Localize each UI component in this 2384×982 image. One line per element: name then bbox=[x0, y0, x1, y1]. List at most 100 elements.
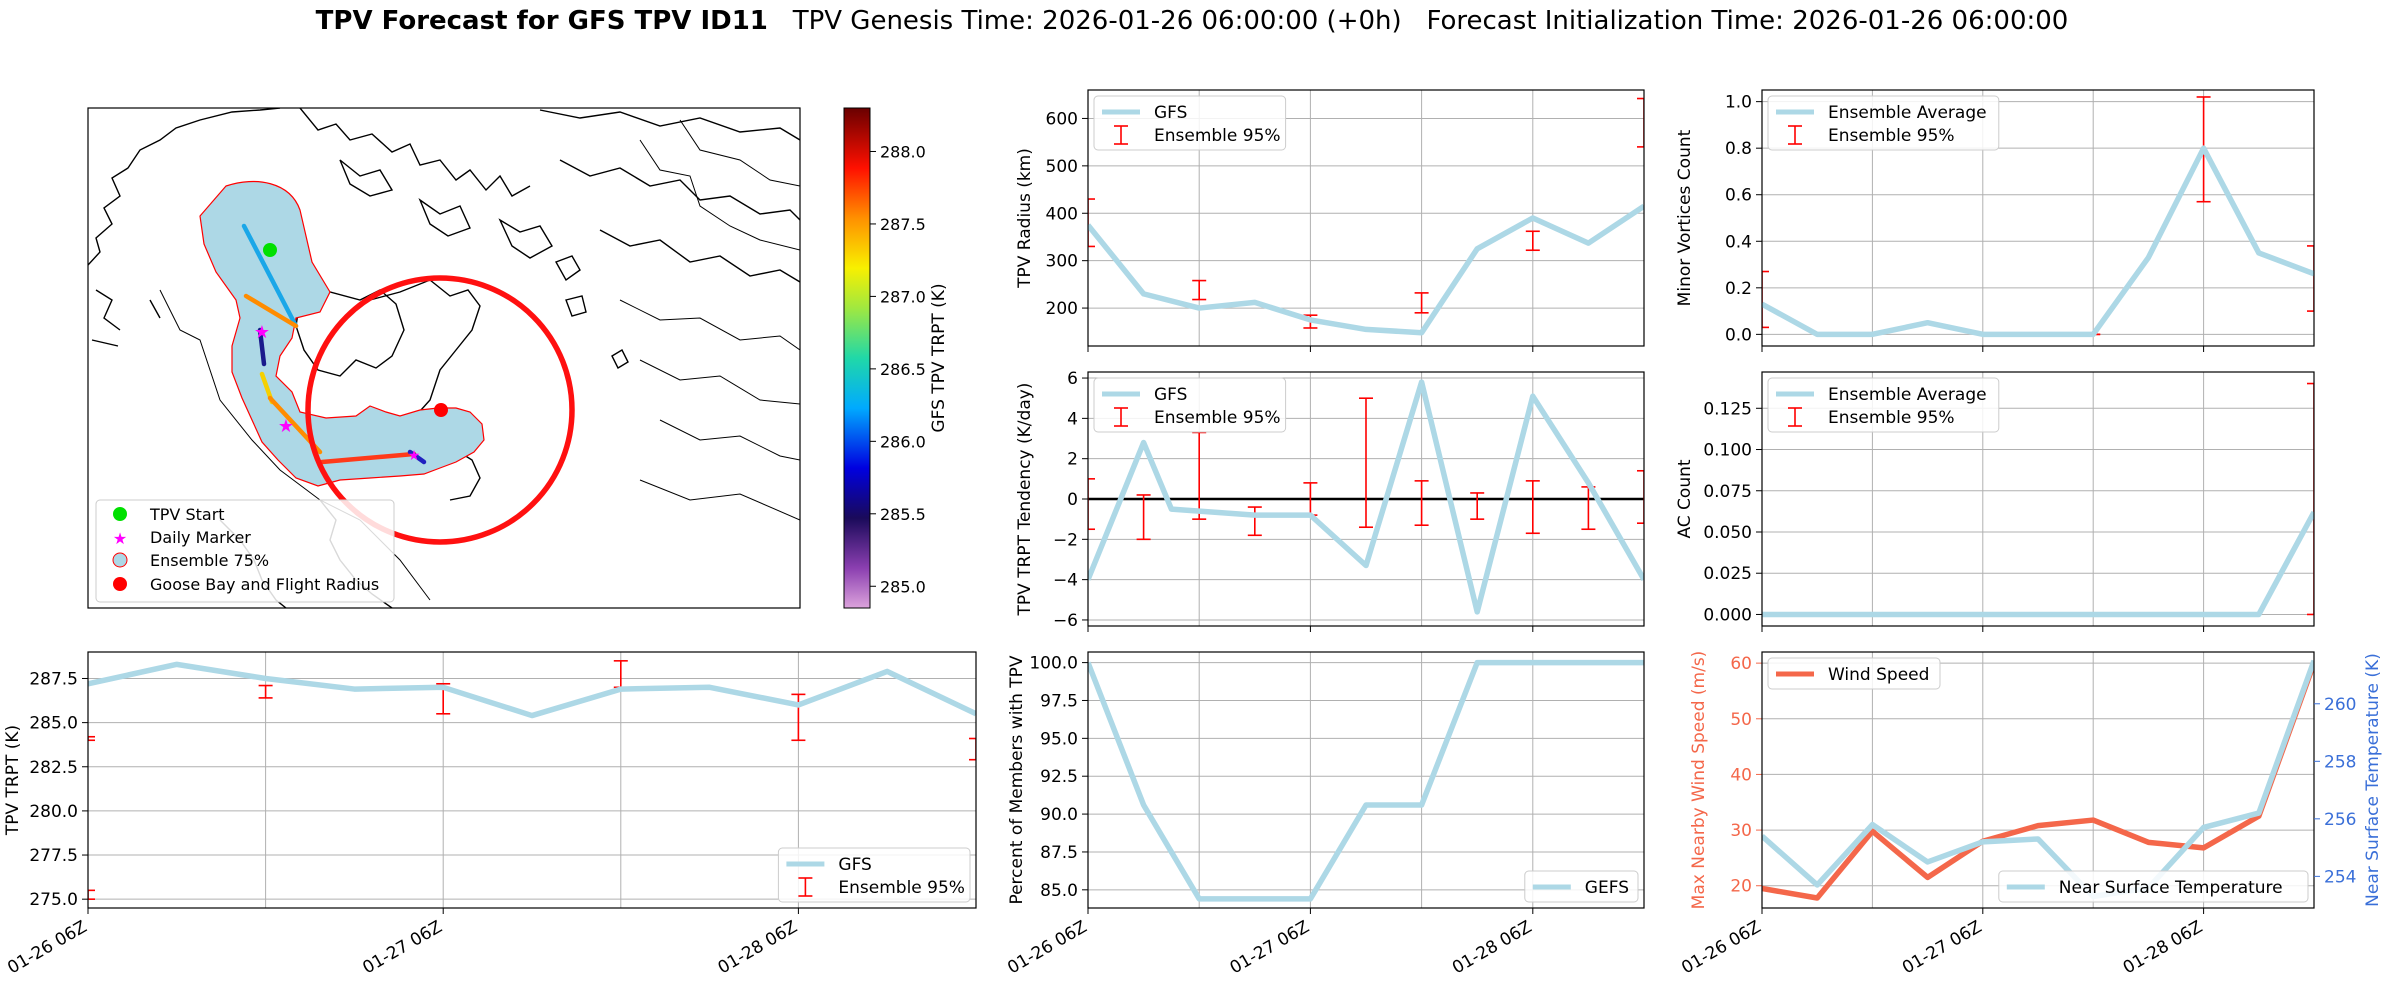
radius-errorbar-0 bbox=[1088, 198, 1095, 248]
wind-legend-box-lower-right bbox=[1998, 870, 2309, 903]
members-ytick-label-2: 90.0 bbox=[1040, 805, 1078, 825]
map-borders-east bbox=[619, 119, 800, 521]
minor-ytick-label-4: 0.8 bbox=[1725, 139, 1752, 159]
tendency-legend-label-1: Ensemble 95% bbox=[1154, 408, 1281, 428]
ac-legend-upper-left: Ensemble Average Ensemble 95% bbox=[1767, 377, 2000, 433]
members-xtick-label-2: 01-28 06Z bbox=[1449, 917, 1535, 978]
trpt-errorbar-5 bbox=[791, 693, 806, 742]
trpt-ytick-label-1: 277.5 bbox=[29, 846, 78, 866]
trpt-legend-label-0: GFS bbox=[838, 855, 871, 875]
wind-legend-box-upper-left bbox=[1767, 657, 1941, 690]
minor-ytick-label-3: 0.6 bbox=[1725, 186, 1752, 206]
ac-legend-label-1: Ensemble 95% bbox=[1828, 408, 1955, 428]
wind-legend-label-0: Wind Speed bbox=[1828, 665, 1929, 685]
daily-marker-1: ★ bbox=[254, 322, 270, 343]
minor-legend-label-0: Ensemble Average bbox=[1828, 103, 1987, 123]
members-ytick-label-5: 97.5 bbox=[1040, 691, 1078, 711]
ac-ylabel: AC Count bbox=[1675, 459, 1695, 538]
map-greenland bbox=[539, 109, 800, 283]
wind-y2tick-label-2: 258 bbox=[2324, 752, 2356, 772]
colorbar-tick-label-6: 285.0 bbox=[880, 577, 926, 596]
trpt-legend-label-1: Ensemble 95% bbox=[838, 878, 965, 898]
members-xtick-label-1: 01-27 06Z bbox=[1227, 917, 1313, 978]
trpt-xtick-label-0: 01-26 06Z bbox=[4, 917, 90, 978]
wind-ytick-label-2: 40 bbox=[1730, 765, 1752, 785]
radius-ytick-label-2: 400 bbox=[1046, 204, 1078, 224]
ac-ytick-label-0: 0.000 bbox=[1703, 605, 1752, 625]
ensemble-75-envelope bbox=[199, 180, 485, 487]
tendency-ytick-label-6: 6 bbox=[1067, 369, 1078, 389]
tendency-errorbar-5 bbox=[1359, 397, 1373, 529]
tendency-errorbar-10 bbox=[1637, 469, 1644, 524]
trpt-legend-lower-right: GFS Ensemble 95% bbox=[777, 847, 971, 903]
colorbar-tick-label-0: 288.0 bbox=[880, 142, 926, 161]
tendency-errorbar-7 bbox=[1470, 492, 1485, 520]
wind-xtick-label-0: 01-26 06Z bbox=[1678, 917, 1764, 978]
tendency-errorbar-6 bbox=[1414, 480, 1429, 527]
members-frame bbox=[1087, 651, 1645, 909]
tendency-errorbar-8 bbox=[1525, 480, 1540, 535]
radius-ytick-label-0: 200 bbox=[1046, 299, 1078, 319]
members-ylabel: Percent of Members with TPV bbox=[1007, 655, 1027, 904]
trpt-plot-area bbox=[88, 660, 976, 900]
wind-plot-area bbox=[1762, 659, 2314, 901]
tendency-ytick-label-3: 0 bbox=[1067, 490, 1078, 510]
minor-legend-box-upper-left bbox=[1767, 95, 2000, 151]
minor-series-0 bbox=[1762, 145, 2314, 338]
trpt-frame bbox=[87, 651, 977, 909]
wind-ytick-label-0: 20 bbox=[1730, 877, 1752, 897]
minor-ytick-label-1: 0.2 bbox=[1725, 279, 1752, 299]
colorbar-tick-label-1: 287.5 bbox=[880, 215, 926, 234]
tendency-series-0 bbox=[1088, 379, 1644, 615]
trpt-ylabel: TPV TRPT (K) bbox=[3, 725, 23, 836]
legend-daily-marker-label: Daily Marker bbox=[150, 528, 251, 547]
radius-legend-label-1: Ensemble 95% bbox=[1154, 126, 1281, 146]
daily-marker-2: ★ bbox=[278, 416, 294, 437]
members-plot-area bbox=[1088, 659, 1644, 902]
colorbar-ticks: 288.0 287.5 287.0 286.5 286.0 285.5 285.0 bbox=[870, 142, 926, 596]
tendency-ylabel: TPV TRPT Tendency (K/day) bbox=[1015, 383, 1035, 617]
tendency-legend-label-0: GFS bbox=[1154, 385, 1187, 405]
wind-ylabel: Max Nearby Wind Speed (m/s) bbox=[1689, 651, 1709, 910]
legend-tpv-start-icon bbox=[113, 507, 127, 521]
radius-ytick-label-1: 300 bbox=[1046, 252, 1078, 272]
trpt-errorbar-1 bbox=[88, 735, 95, 742]
ac-ytick-label-2: 0.050 bbox=[1703, 523, 1752, 543]
radius-errorbar-1 bbox=[1192, 279, 1207, 301]
figure-title-bold: TPV Forecast for GFS TPV ID11 bbox=[315, 6, 768, 36]
tpv-start-marker bbox=[263, 243, 277, 257]
map-legend: TPV Start ★ Daily Marker Ensemble 75% Go… bbox=[95, 499, 395, 603]
tendency-errorbar-2 bbox=[1192, 431, 1207, 520]
trpt-ytick-label-2: 280.0 bbox=[29, 802, 78, 822]
chart-wind-temperature: 20 30 40 50 60 01-26 06Z 01-27 06Z 01-28 06Z Max… bbox=[1678, 651, 2383, 979]
radius-legend-upper-left: GFS Ensemble 95% bbox=[1093, 95, 1287, 151]
minor-legend-upper-left: Ensemble Average Ensemble 95% bbox=[1767, 95, 2000, 151]
trpt-errorbar-4 bbox=[613, 660, 628, 689]
minor-legend-label-1: Ensemble 95% bbox=[1828, 126, 1955, 146]
ac-errorbar-5 bbox=[2307, 382, 2314, 616]
legend-tpv-start-label: TPV Start bbox=[149, 505, 225, 524]
radius-frame bbox=[1087, 89, 1645, 347]
tendency-legend-box-upper-left bbox=[1093, 377, 1287, 433]
tendency-ytick-label-5: 4 bbox=[1067, 409, 1078, 429]
minor-ytick-label-2: 0.4 bbox=[1725, 232, 1752, 252]
tendency-ytick-label-1: −4 bbox=[1053, 571, 1078, 591]
radius-ytick-label-3: 500 bbox=[1046, 157, 1078, 177]
flight-radius-circle bbox=[305, 275, 575, 545]
members-legend-box-lower-right bbox=[1524, 870, 1639, 903]
wind-y2tick-label-3: 260 bbox=[2324, 695, 2356, 715]
chart-tpv-trpt: 275.0 277.5 280.0 282.5 285.0 287.5 01-26 06Z 0… bbox=[3, 651, 977, 978]
ac-ytick-label-3: 0.075 bbox=[1703, 482, 1752, 502]
minor-ytick-label-0: 0.0 bbox=[1725, 325, 1752, 345]
tendency-errorbar-0 bbox=[1088, 478, 1095, 531]
radius-series-0 bbox=[1088, 203, 1644, 336]
members-ytick-label-1: 87.5 bbox=[1040, 843, 1078, 863]
figure-title: TPV Forecast for GFS TPV ID11 TPV Genesi… bbox=[0, 6, 2384, 36]
radius-ytick-label-4: 600 bbox=[1046, 109, 1078, 129]
radius-plot-area bbox=[1088, 97, 1644, 336]
wind-y2tick-label-0: 254 bbox=[2324, 867, 2356, 887]
legend-daily-marker-icon: ★ bbox=[113, 529, 127, 548]
minor-ytick-label-5: 1.0 bbox=[1725, 93, 1752, 113]
tendency-ytick-label-4: 2 bbox=[1067, 450, 1078, 470]
